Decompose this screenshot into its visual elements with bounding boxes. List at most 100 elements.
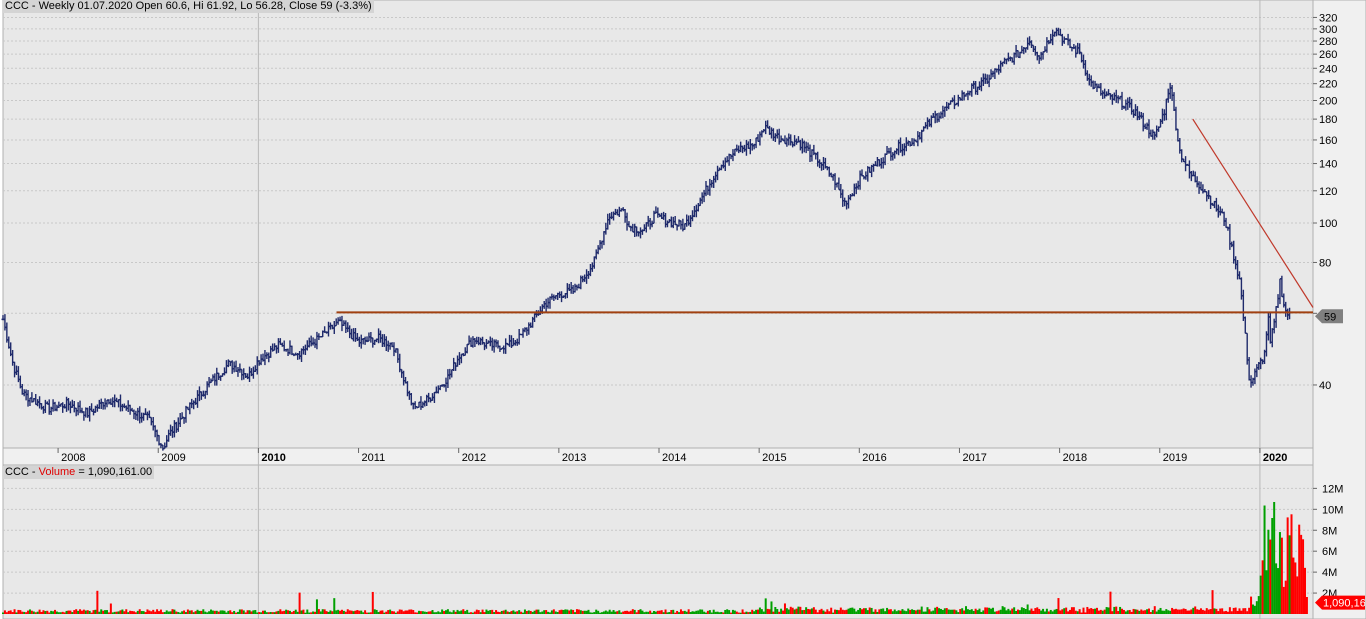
volume-bar	[909, 609, 912, 614]
volume-bar	[1067, 611, 1070, 614]
volume-bar	[1199, 608, 1202, 614]
last-price-label: 59	[1324, 311, 1336, 323]
volume-bar	[764, 598, 767, 614]
volume-bar	[1065, 607, 1068, 614]
volume-bar	[572, 609, 575, 614]
volume-bar	[1045, 608, 1048, 614]
last-volume-label: 1,090,16	[1323, 598, 1366, 610]
volume-bar	[1001, 606, 1004, 614]
volume-bar	[745, 611, 748, 614]
volume-bar	[620, 612, 623, 614]
volume-bar	[356, 610, 359, 614]
volume-bar	[1024, 609, 1027, 614]
volume-bar	[564, 609, 567, 614]
volume-bar	[300, 610, 303, 614]
volume-bar	[283, 610, 286, 614]
volume-bar	[807, 608, 810, 614]
volume-bar	[73, 610, 76, 614]
volume-bar	[1007, 608, 1010, 614]
volume-bar	[468, 612, 471, 614]
volume-bar	[953, 609, 956, 614]
volume-bar	[30, 610, 33, 614]
volume-bar	[333, 598, 336, 614]
volume-bar	[235, 612, 238, 614]
volume-bar	[1138, 610, 1141, 614]
volume-bar	[458, 611, 461, 614]
volume-bar	[107, 612, 110, 614]
volume-bar	[728, 610, 731, 614]
volume-bar	[914, 610, 917, 614]
volume-bar	[131, 611, 134, 614]
volume-bar	[240, 609, 243, 614]
volume-bar	[712, 609, 715, 614]
volume-bar	[439, 612, 442, 614]
volume-bar	[679, 609, 682, 614]
volume-bar	[1169, 610, 1172, 614]
price-tick-label: 320	[1319, 12, 1337, 24]
volume-bar	[1298, 524, 1301, 614]
volume-bar	[208, 611, 211, 614]
volume-bar	[1080, 612, 1083, 614]
volume-bar	[98, 611, 101, 614]
date-grid: 2008 2009 2010 2011 2012 2013 2014 2015 2016 2017…	[57, 0, 1287, 619]
volume-bar	[1130, 611, 1133, 614]
volume-bar	[1250, 596, 1253, 614]
volume-bar	[778, 611, 781, 614]
volume-bar	[5, 612, 8, 614]
volume-bar	[552, 609, 555, 614]
volume-bar	[1188, 610, 1191, 614]
volume-bar	[1305, 597, 1308, 614]
volume-bar	[701, 609, 704, 614]
volume-bar	[1226, 611, 1229, 614]
volume-bar	[907, 608, 910, 614]
volume-bar	[129, 610, 132, 614]
volume-bar	[90, 612, 93, 614]
volume-bar	[830, 607, 833, 614]
volume-bar	[418, 610, 421, 614]
volume-bar	[502, 610, 505, 614]
volume-bar	[982, 610, 985, 614]
volume-bar	[631, 609, 634, 614]
volume-bar	[918, 609, 921, 614]
volume-bar	[32, 611, 35, 614]
volume-bar	[277, 610, 280, 614]
price-tick-label: 260	[1319, 49, 1337, 61]
volume-bar	[984, 607, 987, 614]
volume-bar	[421, 611, 424, 614]
volume-bar	[847, 608, 850, 614]
volume-bar	[1128, 609, 1131, 614]
price-tick-label: 240	[1319, 63, 1337, 75]
volume-bar	[82, 609, 85, 614]
volume-bar	[52, 611, 55, 614]
volume-bar	[254, 610, 257, 614]
volume-pane-title: CCC - Volume = 1,090,161.00	[3, 466, 155, 479]
volume-bar	[599, 612, 602, 614]
volume-bar	[1251, 604, 1254, 614]
volume-bar	[470, 612, 473, 614]
volume-bar	[887, 609, 890, 614]
volume-bar	[780, 608, 783, 614]
volume-bar	[1271, 518, 1274, 614]
volume-bar	[934, 607, 937, 614]
volume-bar	[787, 609, 790, 614]
volume-bar	[766, 608, 769, 614]
volume-bar	[891, 611, 894, 614]
volume-bar	[814, 609, 817, 614]
volume-bar	[726, 609, 729, 614]
volume-bar	[238, 609, 241, 614]
last-volume-marker: 1,090,16	[1315, 595, 1366, 610]
volume-bar	[125, 609, 128, 614]
volume-bar	[298, 592, 301, 614]
volume-bar	[955, 610, 958, 614]
volume-bar	[735, 611, 738, 614]
volume-bar	[1302, 539, 1305, 614]
volume-bar	[635, 612, 638, 614]
volume-bar	[976, 610, 979, 614]
volume-bar	[138, 609, 141, 614]
volume-bar	[7, 610, 10, 614]
volume-bar	[835, 609, 838, 614]
volume-bar	[1246, 611, 1249, 614]
volume-bar	[337, 609, 340, 614]
volume-bar	[508, 612, 511, 614]
